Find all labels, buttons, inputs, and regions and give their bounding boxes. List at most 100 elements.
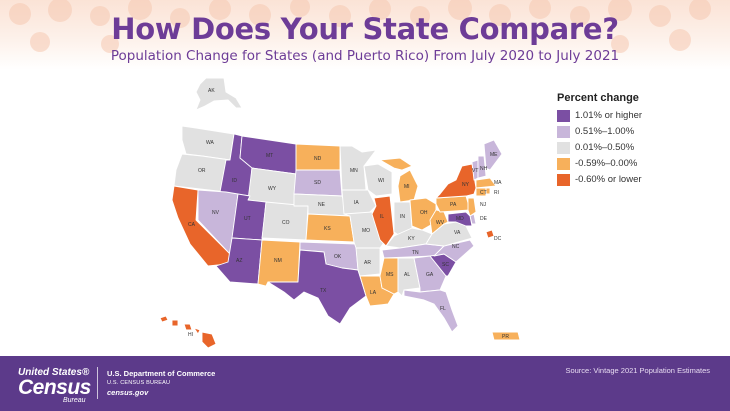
label-TX: TX xyxy=(320,288,327,294)
legend-swatch xyxy=(557,125,570,138)
state-PR xyxy=(491,331,521,341)
label-KY: KY xyxy=(408,236,415,242)
state-FL xyxy=(403,289,459,333)
legend-swatch xyxy=(557,173,570,186)
census-gov-link[interactable]: census.gov xyxy=(107,388,149,397)
label-MA: MA xyxy=(494,180,502,186)
state-NY xyxy=(435,163,477,199)
legend-item: -0.59%–0.00% xyxy=(557,156,717,171)
state-RI xyxy=(485,187,491,195)
source-note: Source: Vintage 2021 Population Estimate… xyxy=(565,366,710,375)
label-WV: WV xyxy=(436,220,445,226)
label-GA: GA xyxy=(426,272,434,278)
legend-swatch xyxy=(557,157,570,170)
label-LA: LA xyxy=(370,290,377,296)
map-legend: Percent change 1.01% or higher 0.51%–1.0… xyxy=(557,92,717,188)
legend-label: -0.60% or lower xyxy=(575,174,642,185)
census-bureau-logo[interactable]: United States® Census Bureau xyxy=(18,367,91,404)
label-WY: WY xyxy=(268,186,277,192)
label-UT: UT xyxy=(244,216,251,222)
label-MT: MT xyxy=(266,153,273,159)
label-NE: NE xyxy=(318,202,326,208)
legend-label: 0.01%–0.50% xyxy=(575,142,635,153)
legend-item: 1.01% or higher xyxy=(557,108,717,123)
state-MD xyxy=(447,211,473,227)
label-NM: NM xyxy=(274,258,282,264)
label-KS: KS xyxy=(324,226,331,232)
label-ND: ND xyxy=(314,156,322,162)
us-state-map: AK WA OR CA ID NV MT WY UT AZ CO NM ND S… xyxy=(159,77,521,349)
bureau-name: U.S. CENSUS BUREAU xyxy=(107,380,171,386)
label-IA: IA xyxy=(354,200,359,206)
footer-bar xyxy=(0,356,730,411)
label-NJ: NJ xyxy=(480,202,487,208)
logo-main-text: Census xyxy=(18,376,91,399)
faces-pattern xyxy=(9,0,711,53)
legend-label: 0.51%–1.00% xyxy=(575,126,635,137)
label-AK: AK xyxy=(208,88,215,94)
label-AR: AR xyxy=(364,260,371,266)
state-MA xyxy=(475,177,497,189)
label-MN: MN xyxy=(350,168,358,174)
legend-label: 1.01% or higher xyxy=(575,110,643,121)
label-MD: MD xyxy=(456,216,464,222)
label-SD: SD xyxy=(314,180,321,186)
dept-name: U.S. Department of Commerce xyxy=(107,369,216,378)
state-IL xyxy=(371,195,395,247)
state-IA xyxy=(341,189,377,215)
state-WI xyxy=(363,163,393,197)
legend-item: -0.60% or lower xyxy=(557,172,717,187)
state-DC xyxy=(485,229,495,239)
footer-divider xyxy=(97,367,98,399)
label-NC: NC xyxy=(452,244,460,250)
department-info: U.S. Department of Commerce U.S. CENSUS … xyxy=(107,369,215,397)
legend-swatch xyxy=(557,141,570,154)
state-NJ xyxy=(467,197,477,217)
label-NV: NV xyxy=(212,210,220,216)
label-CA: CA xyxy=(188,222,196,228)
logo-sub-text: Bureau xyxy=(63,397,86,404)
label-MI: MI xyxy=(404,184,410,190)
state-ME xyxy=(483,139,503,171)
label-CO: CO xyxy=(282,220,290,226)
label-IN: IN xyxy=(400,214,405,220)
label-ME: ME xyxy=(490,152,498,158)
page-subtitle: Population Change for States (and Puerto… xyxy=(110,48,620,64)
header-background xyxy=(0,0,730,70)
label-DE: DE xyxy=(480,216,488,222)
label-RI: RI xyxy=(494,190,499,196)
state-HI xyxy=(159,315,217,349)
label-IL: IL xyxy=(380,214,384,220)
legend-item: 0.01%–0.50% xyxy=(557,140,717,155)
label-OR: OR xyxy=(198,168,206,174)
state-TX xyxy=(267,249,367,325)
label-PR: PR xyxy=(502,334,509,340)
label-VA: VA xyxy=(454,230,461,236)
label-SC: SC xyxy=(442,262,449,268)
legend-label: -0.59%–0.00% xyxy=(575,158,638,169)
label-AZ: AZ xyxy=(236,258,242,264)
state-AR xyxy=(355,247,381,277)
state-AK xyxy=(195,77,243,111)
logo-top-text: United States® xyxy=(18,367,90,378)
page-title: How Does Your State Compare? xyxy=(111,12,619,46)
state-CT xyxy=(475,187,487,197)
legend-title: Percent change xyxy=(557,92,639,104)
label-PA: PA xyxy=(450,202,457,208)
label-TN: TN xyxy=(412,250,419,256)
label-WA: WA xyxy=(206,140,215,146)
label-MS: MS xyxy=(386,272,394,278)
label-CT: CT xyxy=(480,190,487,196)
label-OK: OK xyxy=(334,254,342,260)
label-OH: OH xyxy=(420,210,428,216)
label-DC: DC xyxy=(494,236,502,242)
label-WI: WI xyxy=(378,178,384,184)
state-VA xyxy=(425,221,473,247)
label-HI: HI xyxy=(188,332,193,338)
label-MO: MO xyxy=(362,228,370,234)
label-VT: VT xyxy=(472,168,478,174)
state-NH xyxy=(477,155,487,179)
label-ID: ID xyxy=(232,178,237,184)
label-NH: NH xyxy=(480,166,488,172)
legend-swatch xyxy=(557,109,570,122)
